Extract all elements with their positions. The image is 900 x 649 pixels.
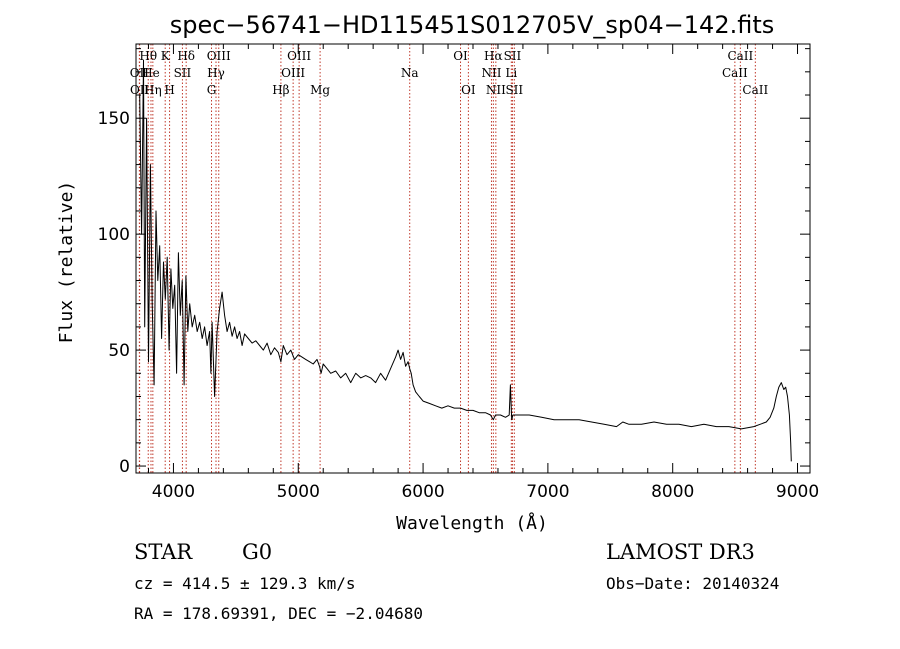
- line-marker-label-16: Na: [401, 66, 419, 80]
- x-tick-label-3: 7000: [526, 482, 569, 502]
- line-marker-label-6: H: [164, 83, 174, 97]
- line-marker-label-13: OIII: [281, 66, 305, 80]
- observation-date: Obs−Date: 20140324: [606, 574, 780, 593]
- line-marker-label-1: OII: [130, 66, 150, 80]
- line-marker-label-24: SII: [505, 83, 523, 97]
- line-marker-label-15: Mg: [310, 83, 330, 97]
- line-marker-label-11: OIII: [207, 49, 231, 63]
- line-marker-label-19: NII: [481, 66, 501, 80]
- line-marker-label-9: G: [207, 83, 217, 97]
- spectral-line-labels: HθOIIOIIHeHηKHSIIHδGHγOIIIHβOIIIOIIIMgNa…: [130, 49, 769, 97]
- line-marker-label-17: OI: [453, 49, 468, 63]
- y-tick-label-0: 0: [119, 457, 130, 477]
- x-tick-label-5: 9000: [776, 482, 819, 502]
- line-marker-label-10: Hγ: [207, 66, 225, 80]
- line-marker-label-4: Hη: [144, 83, 162, 97]
- line-marker-label-27: CaII: [742, 83, 768, 97]
- survey-name: LAMOST DR3: [606, 540, 755, 564]
- line-marker-label-22: Li: [505, 66, 517, 80]
- line-marker-label-18: OI: [461, 83, 476, 97]
- x-tick-label-0: 4000: [152, 482, 195, 502]
- object-subclass: G0: [242, 540, 273, 564]
- line-marker-label-5: K: [161, 49, 171, 63]
- y-tick-label-1: 50: [108, 341, 130, 361]
- line-marker-label-8: Hδ: [177, 49, 195, 63]
- y-axis-label: Flux (relative): [56, 181, 77, 344]
- line-marker-label-26: CaII: [727, 49, 753, 63]
- line-marker-label-25: CaII: [722, 66, 748, 80]
- object-class: STAR: [134, 540, 193, 564]
- tick-marks: [136, 44, 810, 473]
- line-marker-label-0: Hθ: [139, 49, 157, 63]
- line-marker-label-21: NII: [486, 83, 506, 97]
- spectrum-series: [139, 59, 792, 462]
- velocity-readout: cz = 414.5 ± 129.3 km/s: [134, 574, 356, 593]
- line-marker-label-12: Hβ: [272, 83, 289, 97]
- x-tick-label-2: 6000: [401, 482, 444, 502]
- y-tick-label-2: 100: [98, 225, 130, 245]
- y-tick-label-3: 150: [98, 109, 130, 129]
- line-marker-label-20: Hα: [484, 49, 503, 63]
- line-marker-label-2: OII: [130, 83, 150, 97]
- x-tick-label-4: 8000: [651, 482, 694, 502]
- line-marker-label-23: SII: [504, 49, 522, 63]
- tick-labels: 4000 5000 6000 7000 8000 9000 0 50 100 150: [98, 109, 820, 502]
- chart-title: spec−56741−HD115451S012705V_sp04−142.fit…: [170, 11, 775, 39]
- line-marker-label-7: SII: [174, 66, 192, 80]
- line-marker-label-3: He: [142, 66, 160, 80]
- coordinates-readout: RA = 178.69391, DEC = −2.04680: [134, 604, 423, 623]
- x-tick-label-1: 5000: [277, 482, 320, 502]
- line-marker-label-14: OIII: [287, 49, 311, 63]
- series-line-0: [139, 59, 792, 462]
- x-axis-label: Wavelength (Å): [396, 512, 548, 534]
